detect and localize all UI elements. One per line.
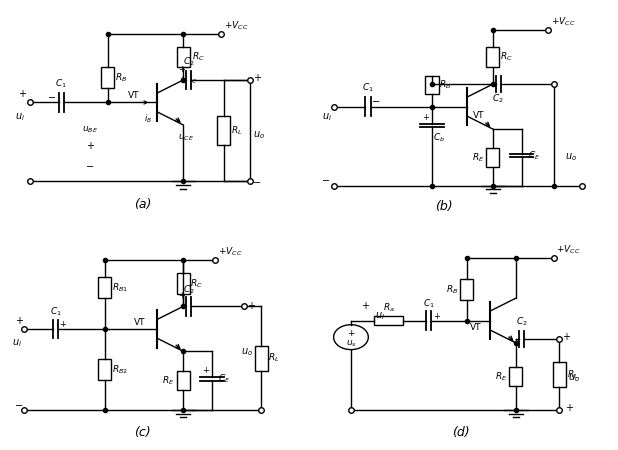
- Text: $u_o$: $u_o$: [253, 129, 265, 141]
- Text: $i_B$: $i_B$: [145, 113, 153, 126]
- Text: $u_i$: $u_i$: [15, 111, 25, 123]
- Text: $R_B$: $R_B$: [446, 283, 458, 296]
- Text: $C_2$: $C_2$: [183, 55, 195, 68]
- Text: $R_C$: $R_C$: [192, 51, 205, 63]
- Text: +: +: [18, 89, 26, 99]
- Text: $C_E$: $C_E$: [528, 149, 540, 162]
- Bar: [553, 362, 566, 387]
- Text: VT: VT: [134, 318, 145, 327]
- Text: +: +: [433, 312, 440, 321]
- Bar: [177, 371, 190, 390]
- Text: $R_C$: $R_C$: [500, 51, 513, 63]
- Text: −: −: [372, 98, 380, 108]
- Text: $C_b$: $C_b$: [433, 131, 446, 144]
- Text: $C_2$: $C_2$: [183, 284, 195, 296]
- Bar: [177, 47, 190, 68]
- Text: $+V_{CC}$: $+V_{CC}$: [556, 243, 581, 256]
- Text: $R_L$: $R_L$: [268, 352, 280, 365]
- Text: VT: VT: [128, 91, 140, 100]
- Text: +: +: [562, 332, 570, 342]
- Text: +: +: [253, 73, 261, 83]
- Text: $C_1$: $C_1$: [362, 81, 374, 94]
- Text: $u_i$: $u_i$: [375, 310, 385, 322]
- Text: +: +: [178, 291, 185, 300]
- Text: $R_E$: $R_E$: [162, 374, 174, 387]
- Text: $u_o$: $u_o$: [568, 373, 580, 384]
- Text: VT: VT: [470, 323, 481, 332]
- Text: $u_i$: $u_i$: [12, 338, 22, 349]
- Text: −: −: [48, 93, 56, 104]
- Text: +: +: [362, 301, 370, 311]
- Text: $u_i$: $u_i$: [322, 111, 332, 123]
- Text: −: −: [253, 179, 261, 189]
- Bar: [374, 316, 403, 325]
- Text: $R_C$: $R_C$: [190, 277, 203, 290]
- Text: $C_2$: $C_2$: [493, 93, 504, 105]
- Text: +: +: [247, 302, 255, 311]
- Text: $R_B$: $R_B$: [439, 79, 452, 91]
- Bar: [486, 47, 499, 68]
- Text: +: +: [87, 141, 95, 151]
- Text: −: −: [322, 176, 330, 186]
- Text: (a): (a): [134, 198, 151, 211]
- Bar: [101, 67, 114, 88]
- Text: $+V_{CC}$: $+V_{CC}$: [551, 15, 575, 28]
- Text: $R_L$: $R_L$: [231, 125, 242, 137]
- Text: $C_1$: $C_1$: [49, 306, 61, 319]
- Bar: [98, 277, 111, 298]
- Text: −: −: [87, 162, 95, 172]
- Text: +: +: [59, 320, 66, 329]
- Bar: [255, 346, 268, 371]
- Text: $+V_{CC}$: $+V_{CC}$: [218, 246, 242, 258]
- Text: $u_{BE}$: $u_{BE}$: [82, 124, 98, 135]
- Text: +: +: [202, 366, 209, 375]
- Text: $+V_{CC}$: $+V_{CC}$: [224, 19, 248, 32]
- Text: $C_1$: $C_1$: [423, 297, 434, 310]
- Text: $R_E$: $R_E$: [472, 151, 484, 163]
- Text: $u_o$: $u_o$: [565, 151, 577, 163]
- Bar: [425, 76, 439, 94]
- Bar: [98, 359, 111, 380]
- Text: $R_{B2}$: $R_{B2}$: [112, 363, 128, 376]
- Text: +: +: [178, 65, 185, 74]
- Text: $R_L$: $R_L$: [567, 368, 578, 381]
- Text: (c): (c): [134, 426, 151, 439]
- Text: $R_B$: $R_B$: [115, 71, 127, 84]
- Bar: [177, 273, 190, 294]
- Text: $u_{CE}$: $u_{CE}$: [178, 132, 194, 143]
- Text: +: +: [347, 328, 355, 338]
- Bar: [460, 279, 473, 300]
- Text: $u_o$: $u_o$: [240, 346, 253, 358]
- Text: +: +: [565, 403, 573, 413]
- Text: $C_E$: $C_E$: [218, 373, 230, 385]
- Bar: [509, 367, 522, 386]
- Bar: [486, 148, 499, 166]
- Text: +: +: [422, 112, 429, 122]
- Text: $R_E$: $R_E$: [495, 370, 507, 382]
- Text: $i_C$: $i_C$: [189, 74, 197, 86]
- Text: $R_a$: $R_a$: [383, 302, 394, 314]
- Text: VT: VT: [473, 111, 484, 120]
- Text: (b): (b): [434, 200, 452, 213]
- Text: $C_1$: $C_1$: [56, 77, 67, 90]
- Text: −: −: [15, 400, 23, 411]
- Text: +: +: [15, 315, 23, 325]
- Text: $C_2$: $C_2$: [515, 316, 527, 328]
- Text: $u_s$: $u_s$: [345, 338, 357, 349]
- Text: (d): (d): [452, 426, 470, 439]
- Bar: [217, 116, 230, 145]
- Text: $R_{B1}$: $R_{B1}$: [112, 281, 129, 293]
